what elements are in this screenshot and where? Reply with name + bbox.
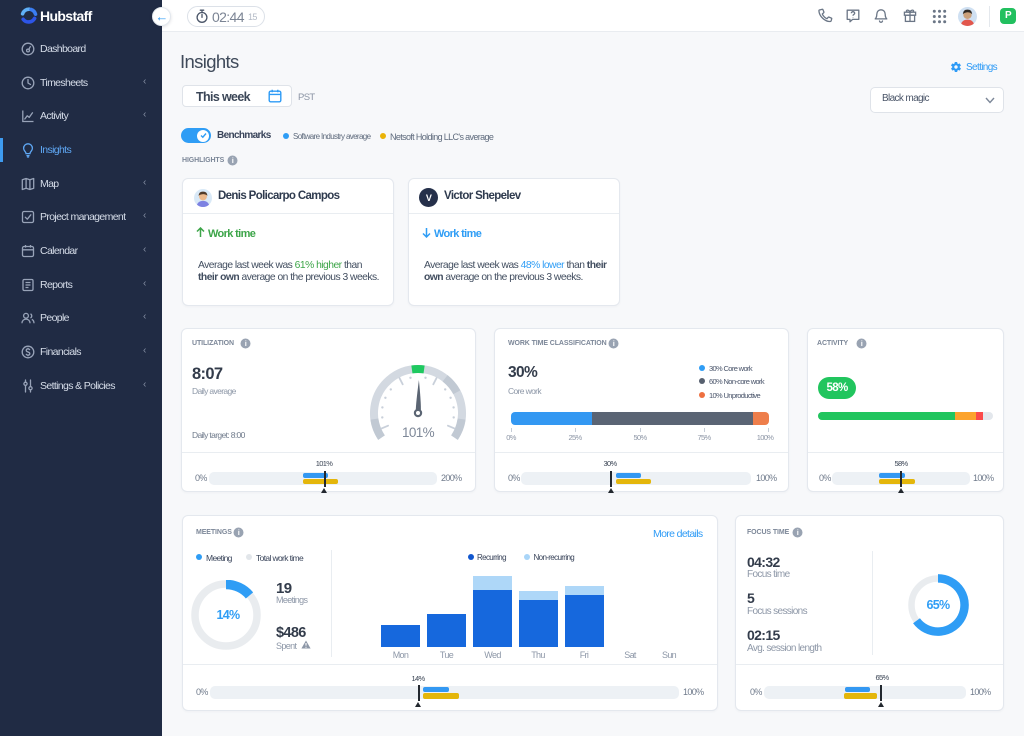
svg-text:i: i: [613, 339, 615, 348]
svg-text:i: i: [232, 156, 234, 165]
svg-text:i: i: [797, 528, 799, 537]
svg-text:i: i: [861, 339, 863, 348]
svg-text:V: V: [426, 193, 432, 203]
svg-text:i: i: [245, 339, 247, 348]
svg-text:i: i: [238, 528, 240, 537]
